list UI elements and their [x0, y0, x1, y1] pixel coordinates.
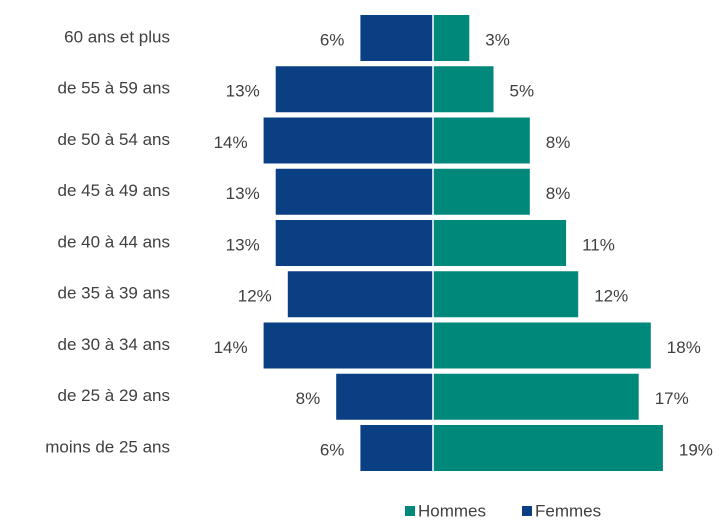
bar [433, 66, 494, 113]
value-label: 14% [214, 338, 248, 357]
category-label: de 25 à 29 ans [58, 386, 170, 405]
category-label: moins de 25 ans [45, 437, 170, 456]
category-label: de 50 à 54 ans [58, 130, 170, 149]
value-label: 11% [582, 235, 615, 254]
bar [433, 117, 530, 164]
value-label: 8% [296, 389, 321, 408]
bar [275, 66, 433, 113]
category-label: de 55 à 59 ans [58, 79, 170, 98]
value-label: 13% [226, 184, 260, 203]
bar [275, 220, 433, 266]
bar [360, 425, 433, 471]
bar [433, 271, 579, 318]
value-label: 8% [546, 184, 571, 203]
value-label: 13% [226, 235, 260, 254]
category-label: de 30 à 34 ans [58, 335, 170, 354]
value-label: 12% [238, 287, 272, 306]
bar [263, 322, 433, 369]
bar [433, 373, 639, 420]
bar [360, 15, 433, 61]
category-label: de 40 à 44 ans [58, 232, 170, 251]
bar [263, 117, 433, 164]
bar [433, 220, 567, 266]
value-label: 8% [546, 133, 571, 152]
category-label: de 35 à 39 ans [58, 284, 170, 303]
bar [433, 168, 530, 215]
value-label: 19% [679, 440, 713, 459]
bar [433, 425, 663, 471]
legend-swatch [522, 506, 532, 516]
bar [433, 15, 470, 61]
value-label: 14% [214, 133, 248, 152]
category-label: 60 ans et plus [64, 27, 170, 46]
value-label: 6% [320, 30, 345, 49]
bar [287, 271, 433, 318]
bar [336, 373, 433, 420]
bar [433, 322, 651, 369]
value-label: 5% [510, 82, 535, 101]
legend-swatch [405, 506, 415, 516]
legend-label: Femmes [535, 501, 601, 520]
legend-label: Hommes [418, 501, 486, 520]
bar [275, 168, 433, 215]
value-label: 17% [655, 389, 689, 408]
value-label: 3% [485, 30, 510, 49]
value-label: 18% [667, 338, 701, 357]
value-label: 6% [320, 440, 345, 459]
category-label: de 45 à 49 ans [58, 181, 170, 200]
value-label: 13% [226, 82, 260, 101]
value-label: 12% [594, 287, 628, 306]
